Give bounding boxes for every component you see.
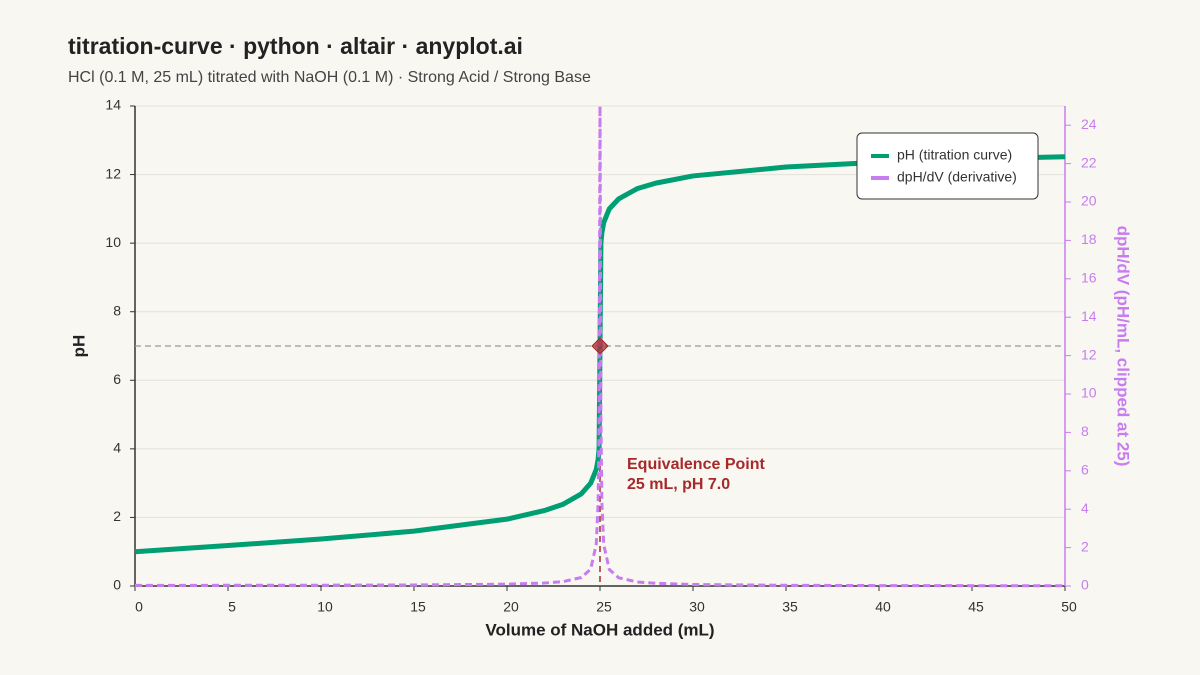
x-tick-label: 30 (689, 599, 705, 615)
x-tick-label: 15 (410, 599, 426, 615)
x-tick-label: 10 (317, 599, 333, 615)
legend-label: pH (titration curve) (897, 147, 1012, 163)
y-tick-label: 12 (105, 165, 121, 181)
y2-axis-label: dpH/dV (pH/mL, clipped at 25) (1114, 226, 1133, 467)
y-tick-label: 6 (113, 371, 121, 387)
y2-tick-label: 0 (1081, 577, 1089, 593)
y2-tick-label: 8 (1081, 423, 1089, 439)
y2-tick-label: 14 (1081, 308, 1097, 324)
y2-tick-label: 6 (1081, 462, 1089, 478)
x-tick-label: 35 (782, 599, 798, 615)
y2-tick-label: 4 (1081, 500, 1089, 516)
x-axis-label: Volume of NaOH added (mL) (485, 620, 714, 639)
y2-tick-label: 12 (1081, 346, 1097, 362)
x-tick-label: 25 (596, 599, 612, 615)
equivalence-marker (591, 337, 609, 355)
x-tick-label: 0 (135, 599, 143, 615)
derivative-line (134, 104, 1066, 588)
y-axis-label: pH (69, 335, 88, 358)
y2-tick-label: 2 (1081, 538, 1089, 554)
y-tick-label: 14 (105, 97, 121, 113)
y-tick-label: 0 (113, 577, 121, 593)
legend-box (856, 132, 1039, 200)
annotation: Equivalence Point (627, 456, 765, 473)
x-tick-label: 40 (875, 599, 891, 615)
y2-tick-label: 18 (1081, 231, 1097, 247)
y2-tick-label: 20 (1081, 193, 1097, 209)
x-tick-label: 50 (1061, 599, 1077, 615)
chart-title: titration-curve · python · altair · anyp… (68, 33, 523, 59)
chart-subtitle: HCl (0.1 M, 25 mL) titrated with NaOH (0… (68, 69, 591, 86)
x-tick-label: 5 (228, 599, 236, 615)
y2-tick-label: 22 (1081, 154, 1097, 170)
y-tick-label: 2 (113, 508, 121, 524)
y2-tick-label: 24 (1081, 116, 1097, 132)
y-tick-label: 4 (113, 440, 121, 456)
y2-tick-label: 16 (1081, 270, 1097, 286)
y-tick-label: 8 (113, 302, 121, 318)
y2-tick-label: 10 (1081, 385, 1097, 401)
x-tick-label: 45 (968, 599, 984, 615)
y-tick-label: 10 (105, 234, 121, 250)
legend-label: dpH/dV (derivative) (897, 169, 1017, 185)
x-tick-label: 20 (503, 599, 519, 615)
annotation: 25 mL, pH 7.0 (627, 476, 730, 493)
